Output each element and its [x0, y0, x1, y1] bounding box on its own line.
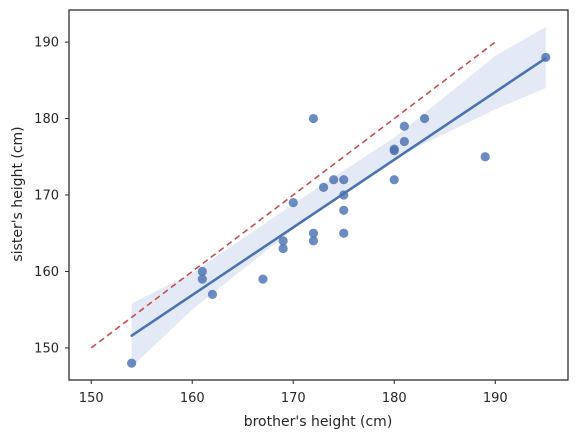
- regression-line: [130, 56, 548, 337]
- data-point: [339, 205, 349, 215]
- data-point: [389, 146, 399, 156]
- y-tick-label: 150: [34, 341, 59, 356]
- data-point: [258, 274, 268, 284]
- y-tick-label: 170: [34, 189, 59, 204]
- data-points-layer: [127, 52, 551, 368]
- data-point: [339, 175, 349, 185]
- data-point: [389, 175, 399, 185]
- x-tick-label: 180: [382, 391, 407, 406]
- data-point: [339, 228, 349, 238]
- data-point: [419, 113, 430, 124]
- data-point: [339, 190, 349, 200]
- data-point: [197, 266, 207, 277]
- y-axis-label: sister's height (cm): [10, 126, 26, 261]
- x-tick-label: 150: [79, 391, 104, 406]
- reference-line-layer: [90, 41, 496, 349]
- x-tick-label: 190: [483, 391, 508, 406]
- data-point: [480, 152, 490, 162]
- x-tick-label: 170: [281, 391, 306, 406]
- data-point: [207, 289, 218, 299]
- y-tick-label: 160: [34, 265, 59, 280]
- data-point: [278, 243, 288, 254]
- data-point: [308, 113, 319, 124]
- data-point: [278, 236, 288, 246]
- x-tick-label: 160: [180, 391, 205, 406]
- regression-line-layer: [130, 56, 548, 337]
- x-axis-label: brother's height (cm): [244, 414, 393, 430]
- data-point: [308, 228, 319, 238]
- data-point: [541, 52, 551, 62]
- reference-line: [90, 41, 496, 349]
- data-point: [399, 136, 409, 147]
- data-point: [197, 274, 207, 284]
- y-tick-label: 190: [34, 36, 59, 51]
- data-point: [329, 175, 339, 185]
- y-tick-label: 180: [34, 112, 59, 127]
- confidence-band-layer: [131, 26, 546, 368]
- confidence-band: [131, 26, 546, 368]
- data-point: [127, 358, 137, 368]
- data-point: [288, 198, 298, 208]
- data-point: [318, 182, 329, 192]
- data-point: [308, 236, 319, 246]
- y-ticks: 150 160 170 180 190: [34, 36, 69, 356]
- data-point: [399, 121, 409, 131]
- x-ticks: 150 160 170 180 190: [79, 380, 508, 406]
